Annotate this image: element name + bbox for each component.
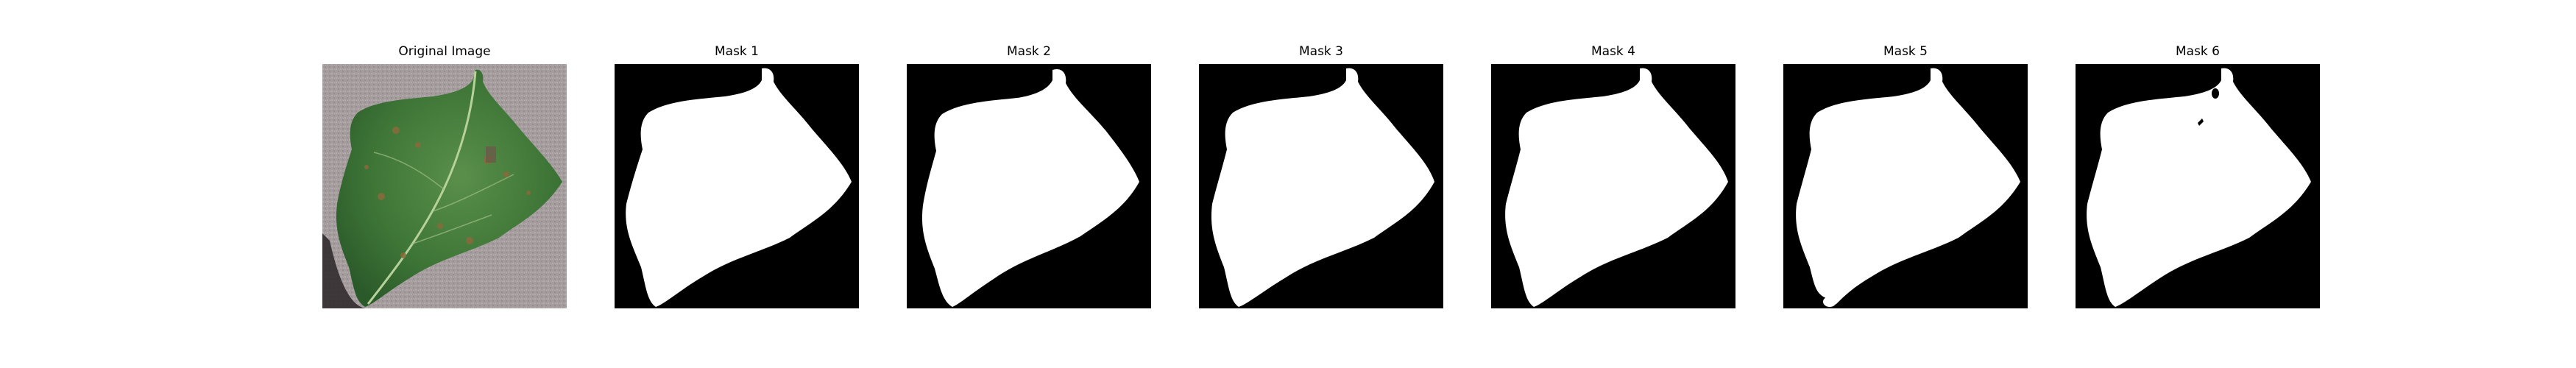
panel-title: Mask 6	[2175, 44, 2220, 59]
panel-original-image: Original Image	[322, 0, 567, 368]
original-leaf-image	[322, 64, 567, 308]
panel-mask-4: Mask 4	[1491, 0, 1735, 368]
mask-4-image	[1491, 64, 1735, 308]
panel-mask-1: Mask 1	[615, 0, 859, 368]
panel-title: Mask 2	[1006, 44, 1051, 59]
panel-title: Mask 1	[714, 44, 759, 59]
panel-title: Mask 4	[1590, 44, 1635, 59]
panel-title: Original Image	[398, 44, 491, 59]
panel-title: Mask 3	[1298, 44, 1343, 59]
mask-5-image	[1783, 64, 2028, 308]
mask-2-image	[907, 64, 1151, 308]
mask-1-image	[615, 64, 859, 308]
panel-mask-5: Mask 5	[1783, 0, 2028, 368]
panel-mask-3: Mask 3	[1199, 0, 1443, 368]
mask-6-image	[2076, 64, 2320, 308]
panel-mask-2: Mask 2	[907, 0, 1151, 368]
panel-mask-6: Mask 6	[2076, 0, 2320, 368]
mask-3-image	[1199, 64, 1443, 308]
panel-title: Mask 5	[1883, 44, 1928, 59]
